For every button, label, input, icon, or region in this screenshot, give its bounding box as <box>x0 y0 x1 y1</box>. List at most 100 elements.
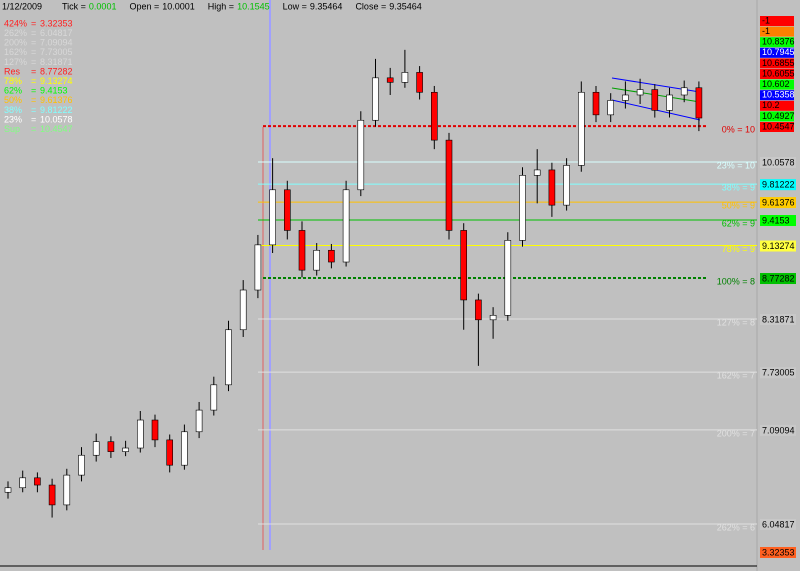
field-value: 10.1545 <box>237 1 270 11</box>
price-box <box>760 519 796 531</box>
level-value: 10.4547 <box>40 124 73 134</box>
candle-body <box>372 77 379 121</box>
price-box <box>760 240 796 252</box>
candle-body <box>137 419 144 449</box>
price-label: -1 <box>762 15 770 25</box>
fib-label: 127% = 8 <box>717 317 755 327</box>
candle-body <box>195 409 203 433</box>
equals: = <box>31 105 36 115</box>
level-value: 7.09094 <box>40 38 73 48</box>
fib-label: 162% = 7 <box>717 371 755 381</box>
price-box <box>760 26 794 37</box>
price-box <box>760 69 794 79</box>
price-box <box>760 314 796 326</box>
level-value: 6.04817 <box>40 28 73 38</box>
candle-body <box>151 419 159 441</box>
candle-body <box>269 189 276 246</box>
price-label: 7.73005 <box>762 368 795 378</box>
price-label: 9.4153 <box>762 215 790 225</box>
price-label: 9.13274 <box>762 241 795 251</box>
level-name: 127% <box>4 57 27 67</box>
field-label: High = <box>208 1 234 11</box>
candle-body <box>666 94 673 111</box>
candle-body <box>475 299 482 321</box>
equals: = <box>31 114 36 124</box>
fib-label: 23% = 10 <box>717 160 755 170</box>
price-label: 8.31871 <box>762 314 795 324</box>
level-value: 9.4153 <box>40 86 68 96</box>
candle-body <box>92 441 100 456</box>
level-value: 9.13274 <box>40 76 73 86</box>
price-box <box>760 100 794 111</box>
candle-body <box>122 447 129 452</box>
candle-body <box>283 189 291 231</box>
level-value: 8.31871 <box>40 57 73 67</box>
candle-body <box>63 474 71 506</box>
level-name: 38% <box>4 105 22 115</box>
field-value: 9.35464 <box>310 1 343 11</box>
level-name: 262% <box>4 28 27 38</box>
price-label: 8.77282 <box>762 273 795 283</box>
price-box <box>760 58 794 69</box>
level-name: 424% <box>4 18 27 28</box>
field-label: Open = <box>129 1 159 11</box>
candle-body <box>181 431 188 466</box>
candle-body <box>680 87 688 96</box>
price-box <box>760 37 794 48</box>
level-value: 10.0578 <box>40 114 73 124</box>
equals: = <box>31 47 36 57</box>
equals: = <box>31 76 36 86</box>
fib-label: 78% = 9 <box>722 244 755 254</box>
price-box <box>760 47 794 58</box>
candle-body <box>34 477 41 486</box>
field-value: 10.0001 <box>162 1 195 11</box>
price-box <box>760 79 794 90</box>
price-box <box>760 547 796 558</box>
price-label: 10.2 <box>762 100 780 110</box>
price-label: 10.0578 <box>762 157 795 167</box>
price-label: 10.7945 <box>762 47 795 57</box>
price-box <box>760 16 794 26</box>
fib-label: 38% = 9 <box>722 183 755 193</box>
candle-body <box>563 165 570 206</box>
fib-label: 100% = 8 <box>717 276 755 286</box>
price-box <box>760 215 796 227</box>
candle-body <box>386 77 394 83</box>
candle-body <box>313 249 321 271</box>
candle-body <box>78 454 85 476</box>
equals: = <box>31 86 36 96</box>
level-name: 50% <box>4 95 22 105</box>
fib-label: 0% = 10 <box>722 125 755 135</box>
candle-body <box>592 91 600 116</box>
field-value: 9.35464 <box>389 1 422 11</box>
price-label: 10.4547 <box>762 121 795 131</box>
price-box <box>760 90 794 101</box>
field-label: Tick = <box>62 1 86 11</box>
price-label: 10.5358 <box>762 90 795 100</box>
price-box <box>760 157 796 169</box>
candle-body <box>504 240 512 316</box>
price-label: 10.4927 <box>762 111 795 121</box>
candle-body <box>210 384 218 411</box>
level-name: 162% <box>4 47 27 57</box>
candle-body <box>460 230 468 301</box>
candle-body <box>548 169 556 206</box>
candle-body <box>328 249 335 263</box>
date: 1/12/2009 <box>2 1 42 11</box>
level-value: 8.77282 <box>40 66 73 76</box>
price-label: 6.04817 <box>762 519 795 529</box>
equals: = <box>31 66 36 76</box>
candle-body <box>430 91 438 141</box>
candle-body <box>533 169 541 176</box>
level-value: 7.73005 <box>40 47 73 57</box>
price-box <box>760 122 794 132</box>
candle-body <box>519 175 526 241</box>
price-label: 9.61376 <box>762 197 795 207</box>
candle-body <box>636 89 644 96</box>
candle-body <box>695 87 703 119</box>
level-name: 78% <box>4 76 22 86</box>
candle-body <box>239 289 247 331</box>
price-box <box>760 367 796 379</box>
candle-body <box>342 189 350 263</box>
